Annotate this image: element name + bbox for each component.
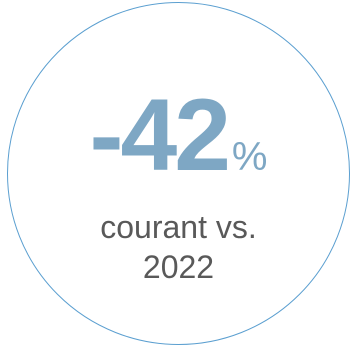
- stat-figure: -42%: [0, 84, 357, 186]
- circle-outline: [7, 2, 350, 345]
- caption-line-2: 2022: [142, 249, 215, 285]
- stat-value: -42: [89, 78, 231, 192]
- stat-unit: %: [231, 135, 268, 179]
- caption-line-1: courant vs.: [100, 209, 257, 245]
- stat-caption: courant vs. 2022: [0, 207, 357, 287]
